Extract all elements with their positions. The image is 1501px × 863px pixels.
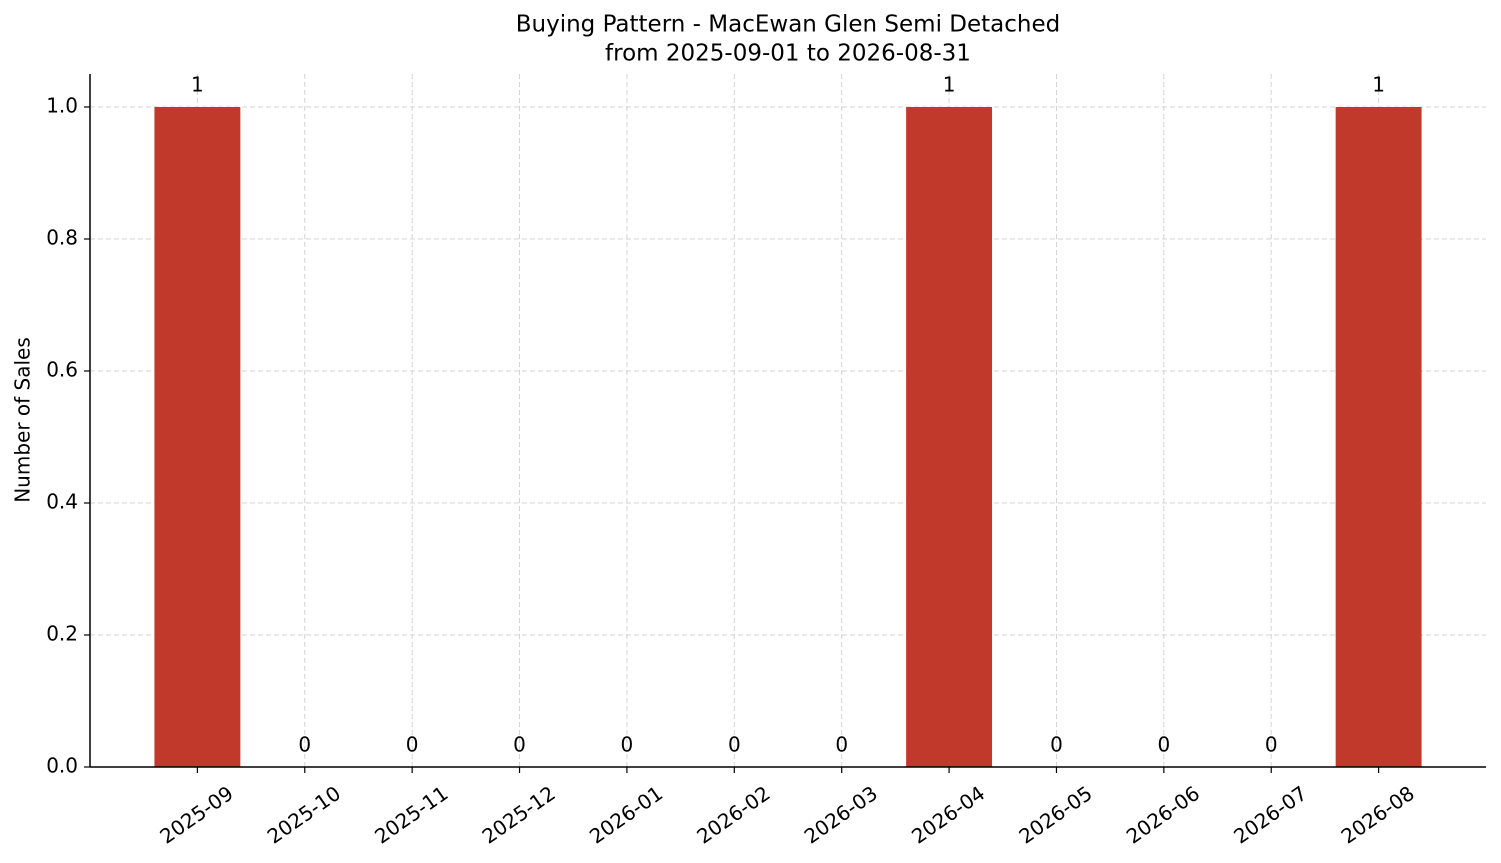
value-label: 0 [1265,733,1278,757]
value-label: 1 [191,73,204,97]
x-tick-label: 2026-04 [907,781,989,849]
value-label: 0 [728,733,741,757]
y-axis-label: Number of Sales [11,337,35,503]
y-tick-label: 0.8 [46,226,78,250]
value-label: 0 [1157,733,1170,757]
chart-title: Buying Pattern - MacEwan Glen Semi Detac… [516,12,1060,38]
x-tick-label: 2026-02 [692,781,774,849]
x-tick-label: 2026-03 [800,781,882,849]
bar [154,107,241,767]
value-label: 0 [621,733,634,757]
y-tick-label: 1.0 [46,94,78,118]
x-tick-label: 2025-11 [370,781,452,849]
y-tick-label: 0.0 [46,754,78,778]
value-label: 0 [513,733,526,757]
bar [906,107,993,767]
x-tick-label: 2026-06 [1122,781,1204,849]
value-label: 0 [835,733,848,757]
value-label: 1 [1372,73,1385,97]
x-tick-label: 2026-05 [1014,781,1096,849]
x-tick-label: 2026-07 [1229,781,1311,849]
x-tick-label: 2025-10 [263,781,345,849]
value-label: 0 [298,733,311,757]
value-label: 1 [943,73,956,97]
value-label: 0 [1050,733,1063,757]
bar [1335,107,1422,767]
y-tick-label: 0.2 [46,622,78,646]
value-label: 0 [406,733,419,757]
y-tick-label: 0.6 [46,358,78,382]
x-tick-label: 2026-01 [585,781,667,849]
x-tick-label: 2025-09 [155,781,237,849]
x-tick-label: 2026-08 [1337,781,1419,849]
chart-subtitle: from 2025-09-01 to 2026-08-31 [605,41,971,67]
y-tick-label: 0.4 [46,490,78,514]
x-tick-label: 2025-12 [478,781,560,849]
